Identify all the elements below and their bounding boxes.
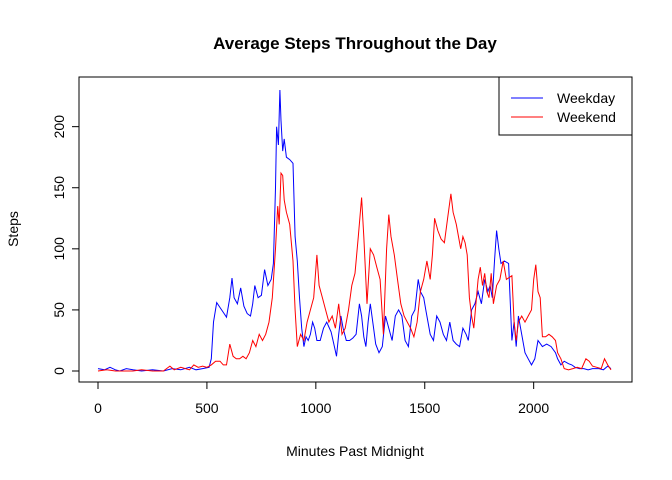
series-line-weekend bbox=[97, 171, 612, 372]
y-tick-label: 200 bbox=[51, 115, 67, 139]
legend-box bbox=[498, 76, 633, 136]
x-axis-label: Minutes Past Midnight bbox=[286, 443, 424, 459]
x-tick-label: 0 bbox=[94, 400, 102, 416]
y-tick-label: 100 bbox=[51, 237, 67, 261]
series-layer bbox=[97, 89, 612, 372]
x-tick-label: 1500 bbox=[409, 400, 440, 416]
legend-label-weekend: Weekend bbox=[557, 109, 616, 125]
legend: Weekday Weekend bbox=[498, 76, 633, 136]
y-axis: 0 50 100 150 200 bbox=[51, 115, 80, 375]
x-axis: 0 500 1000 1500 2000 bbox=[94, 381, 549, 416]
legend-label-weekday: Weekday bbox=[557, 90, 615, 106]
x-tick-label: 2000 bbox=[518, 400, 549, 416]
x-tick-label: 500 bbox=[195, 400, 219, 416]
y-tick-label: 150 bbox=[51, 176, 67, 200]
chart-title: Average Steps Throughout the Day bbox=[213, 34, 497, 53]
x-tick-label: 1000 bbox=[300, 400, 331, 416]
y-tick-label: 0 bbox=[51, 367, 67, 375]
y-axis-label: Steps bbox=[5, 211, 21, 247]
y-tick-label: 50 bbox=[51, 302, 67, 318]
